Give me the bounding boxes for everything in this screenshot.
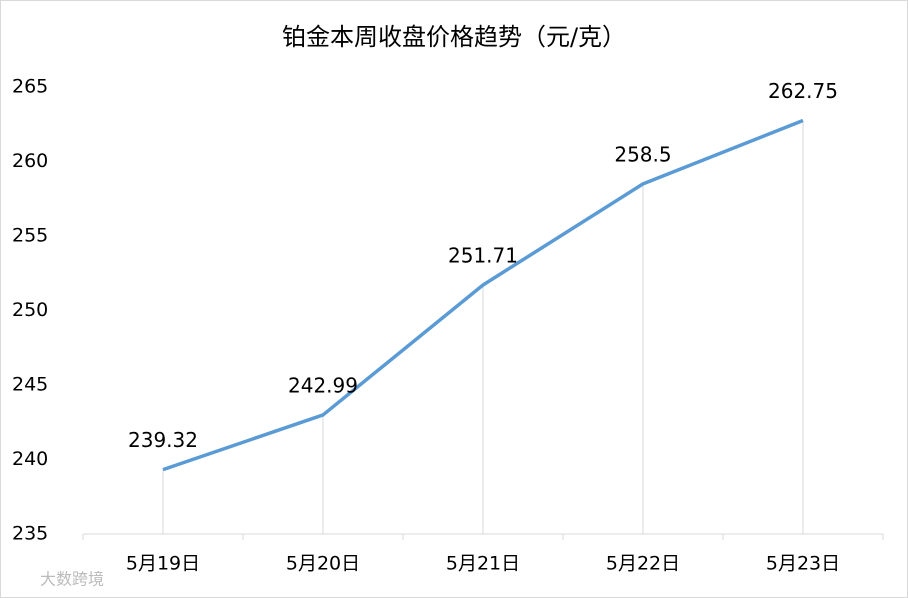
watermark: 大数跨境 bbox=[40, 570, 104, 589]
y-tick-label: 255 bbox=[12, 225, 48, 247]
line-series bbox=[162, 118, 804, 472]
data-label: 239.32 bbox=[128, 428, 198, 452]
data-label: 251.71 bbox=[448, 244, 518, 268]
x-tick-label: 5月21日 bbox=[446, 553, 520, 575]
y-tick-label: 260 bbox=[12, 150, 48, 172]
data-label: 262.75 bbox=[768, 79, 838, 103]
x-tick-label: 5月22日 bbox=[606, 553, 680, 575]
y-tick-label: 265 bbox=[12, 76, 48, 98]
x-tick-label: 5月23日 bbox=[766, 553, 840, 575]
data-label: 258.5 bbox=[614, 142, 671, 166]
y-tick-label: 250 bbox=[12, 299, 48, 321]
x-tick-label: 5月20日 bbox=[286, 553, 360, 575]
data-label: 242.99 bbox=[288, 373, 358, 397]
x-tick-label: 5月19日 bbox=[126, 553, 200, 575]
chart-title: 铂金本周收盘价格趋势（元/克） bbox=[282, 23, 626, 51]
y-tick-label: 245 bbox=[12, 374, 48, 396]
y-tick-label: 240 bbox=[12, 448, 48, 470]
y-tick-label: 235 bbox=[12, 523, 48, 545]
